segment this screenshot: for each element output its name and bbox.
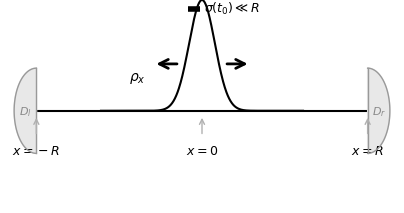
Text: $D_l$: $D_l$ (19, 105, 32, 119)
Text: $\sigma(t_0) \ll R$: $\sigma(t_0) \ll R$ (204, 0, 260, 17)
Text: $\rho_x$: $\rho_x$ (129, 71, 146, 86)
Polygon shape (14, 68, 36, 153)
Text: $x = -R$: $x = -R$ (13, 145, 60, 158)
Text: $x = 0$: $x = 0$ (186, 145, 218, 158)
Text: $D_r$: $D_r$ (372, 105, 386, 119)
Text: $x = R$: $x = R$ (351, 145, 384, 158)
Polygon shape (368, 68, 390, 153)
